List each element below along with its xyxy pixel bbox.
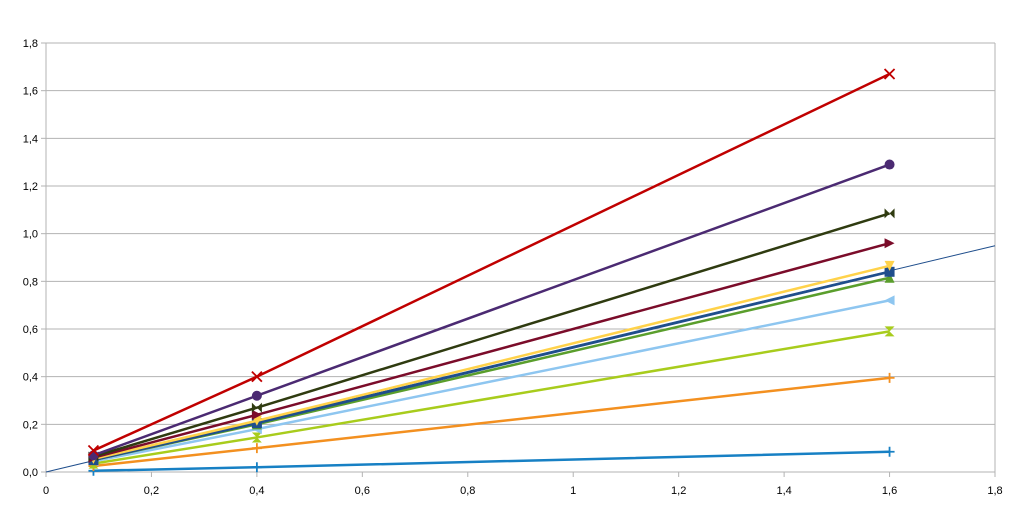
series [88, 295, 895, 467]
axes [41, 42, 996, 477]
series-line [93, 299, 890, 463]
data-point [251, 462, 262, 473]
y-tick-label: 1,4 [23, 133, 38, 145]
y-tick-label: 1,6 [23, 86, 38, 98]
series [88, 326, 895, 469]
series [87, 68, 896, 457]
y-tick-label: 0,0 [23, 467, 38, 479]
tick-labels: 0,0 0,2 0,4 0,6 0,8 1,0 1,2 1,4 1,6 1,8 0 0,2 0,4 0,6… [23, 38, 1003, 497]
series [88, 446, 895, 476]
x-tick-label: 0,6 [355, 485, 370, 497]
gridlines [46, 42, 995, 425]
data-point [884, 446, 895, 457]
data-point [251, 409, 262, 420]
y-tick-label: 0,6 [23, 324, 38, 336]
series [88, 208, 895, 462]
series-line [93, 450, 890, 473]
data-point [251, 390, 262, 401]
series-line [92, 72, 891, 452]
data-point [884, 238, 895, 249]
x-tick-label: 1,8 [987, 485, 1002, 497]
series-layer [87, 68, 896, 476]
series [88, 272, 895, 466]
y-tick-label: 0,8 [23, 276, 38, 288]
x-tick-label: 0 [43, 485, 49, 497]
x-tick-label: 0,8 [460, 485, 475, 497]
x-tick-label: 1,4 [776, 485, 791, 497]
data-point [884, 266, 895, 277]
data-point [884, 372, 895, 383]
series-line [93, 264, 890, 461]
y-tick-label: 0,2 [23, 419, 38, 431]
data-point [251, 402, 262, 413]
x-tick-label: 1,6 [882, 485, 897, 497]
x-tick-label: 1 [570, 485, 576, 497]
data-point [884, 260, 895, 271]
y-tick-label: 1,0 [23, 229, 38, 241]
data-point [87, 444, 100, 457]
y-tick-label: 1,8 [23, 38, 38, 50]
data-point [884, 159, 895, 170]
data-point [251, 371, 263, 383]
y-tick-label: 0,4 [23, 372, 38, 384]
data-point [884, 295, 895, 306]
series-line [93, 163, 890, 457]
x-tick-label: 0,4 [249, 485, 264, 497]
series-line [93, 212, 890, 458]
data-point [884, 272, 895, 283]
data-point [884, 208, 895, 219]
y-tick-label: 1,2 [23, 181, 38, 193]
x-tick-label: 1,2 [671, 485, 686, 497]
series [88, 159, 895, 461]
data-point [251, 443, 262, 454]
data-point [251, 432, 262, 443]
data-point [883, 68, 896, 80]
data-point [884, 326, 895, 337]
x-tick-label: 0,2 [144, 485, 159, 497]
